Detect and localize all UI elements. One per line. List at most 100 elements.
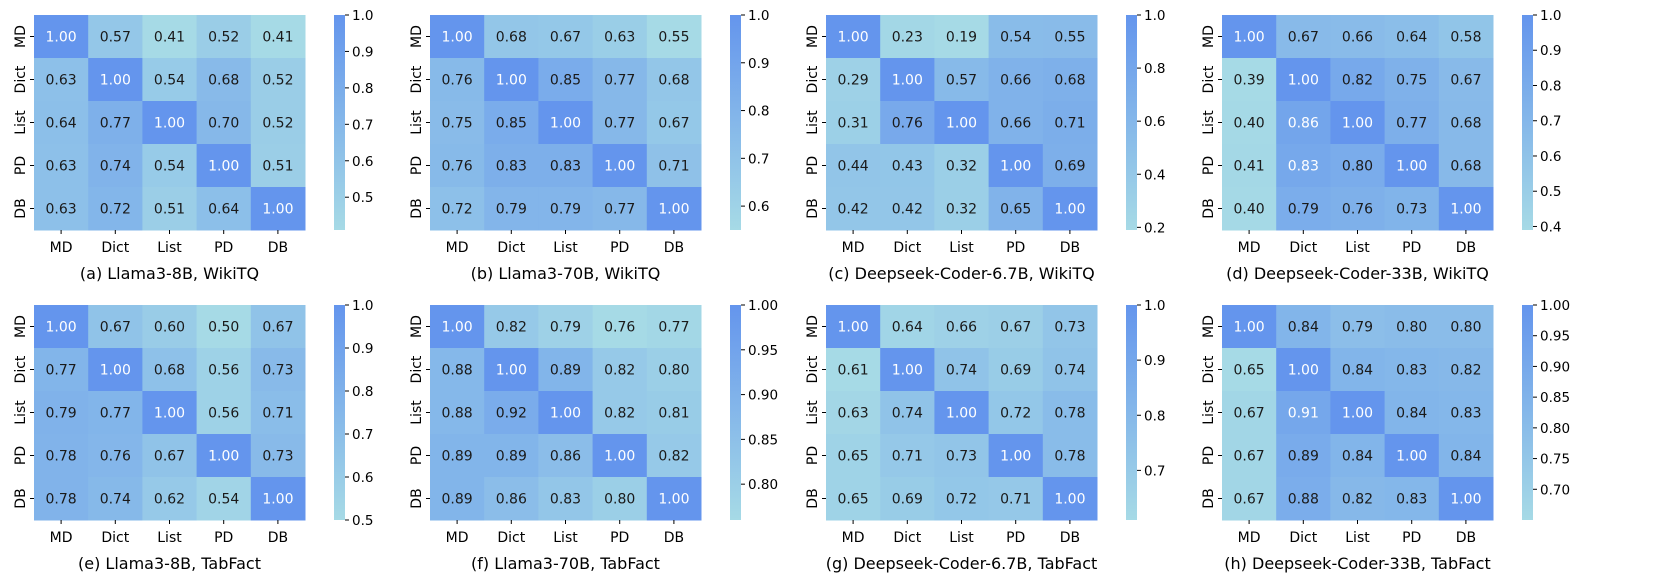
heatmap-cell	[88, 348, 143, 392]
cell-value-label: 0.68	[1450, 159, 1481, 175]
heatmap-cell	[592, 58, 648, 102]
heatmap-cell	[250, 477, 306, 521]
cell-value-label: 0.83	[1396, 363, 1427, 379]
cell-value-label: 1.00	[1396, 449, 1427, 465]
heatmap-cell	[196, 434, 252, 478]
cell-value-label: 0.68	[1450, 116, 1481, 132]
heatmap-cell	[142, 144, 198, 188]
colorbar-tick-label: 0.6	[1540, 149, 1561, 165]
heatmap-cell	[646, 391, 702, 435]
heatmap-cell	[196, 58, 252, 102]
heatmap-cell	[1276, 434, 1331, 478]
cell-value-label: 0.40	[1234, 116, 1265, 132]
heatmap-cell	[1276, 477, 1331, 521]
cell-value-label: 0.72	[442, 202, 473, 218]
heatmap-cell	[646, 187, 702, 231]
y-tick-label: PD	[409, 446, 425, 465]
cell-value-label: 0.82	[604, 406, 635, 422]
cell-value-label: 1.00	[1234, 320, 1265, 336]
heatmap-cell	[1042, 477, 1098, 521]
cell-value-label: 0.65	[838, 492, 869, 508]
heatmap-cell	[1330, 348, 1386, 392]
cell-value-label: 1.00	[1342, 406, 1373, 422]
heatmap-cell	[826, 144, 881, 188]
heatmap-cell	[538, 434, 594, 478]
colorbar-tick-label: 1.0	[1540, 8, 1561, 24]
heatmap-panel: 1.00 0.84 0.79 0.80 0.80 0.65 1.00 0.84 0.83 0.82…	[1201, 298, 1570, 573]
cell-value-label: 0.72	[1000, 406, 1031, 422]
x-tick-label: Dict	[101, 240, 129, 256]
cell-value-label: 0.74	[946, 363, 977, 379]
heatmap-cell	[196, 101, 252, 145]
cell-value-label: 0.78	[46, 449, 77, 465]
panel-caption: (a) Llama3-8B, WikiTQ	[80, 264, 259, 283]
colorbar-tick-label: 1.00	[748, 298, 778, 314]
heatmap-cell	[484, 101, 539, 145]
x-tick-label: MD	[446, 240, 469, 256]
colorbar-tick-label: 0.7	[352, 117, 373, 133]
heatmap-cell	[1222, 187, 1277, 231]
heatmap-cell	[88, 477, 143, 521]
colorbar-tick-label: 1.00	[1540, 298, 1570, 314]
heatmap-cell	[1276, 187, 1331, 231]
panel-caption: (c) Deepseek-Coder-6.7B, WikiTQ	[828, 264, 1094, 283]
x-tick-label: PD	[610, 530, 629, 546]
heatmap-cell	[88, 391, 143, 435]
cell-value-label: 0.84	[1450, 449, 1481, 465]
heatmap-cell	[484, 348, 539, 392]
cell-value-label: 0.83	[550, 492, 581, 508]
heatmap-cell	[250, 144, 306, 188]
cell-value-label: 0.74	[100, 492, 131, 508]
cell-value-label: 1.00	[100, 73, 131, 89]
heatmap-cell	[880, 477, 935, 521]
heatmap-cell	[34, 305, 89, 349]
cell-value-label: 0.50	[208, 320, 239, 336]
x-tick-label: MD	[50, 530, 73, 546]
heatmap-cell	[1384, 477, 1440, 521]
heatmap-cell	[826, 477, 881, 521]
colorbar-tick-label: 0.5	[352, 513, 373, 529]
colorbar-tick-label: 0.4	[1144, 167, 1165, 183]
heatmap-cell	[880, 15, 935, 59]
heatmap-cell	[196, 391, 252, 435]
cell-value-label: 0.54	[154, 159, 185, 175]
cell-value-label: 1.00	[262, 492, 293, 508]
heatmap-cell	[1438, 348, 1494, 392]
heatmap-cell	[88, 434, 143, 478]
cell-value-label: 0.71	[1000, 492, 1031, 508]
heatmap-cell	[34, 187, 89, 231]
cell-value-label: 0.68	[154, 363, 185, 379]
cell-value-label: 0.67	[262, 320, 293, 336]
cell-value-label: 1.00	[604, 449, 635, 465]
y-tick-label: Dict	[13, 65, 29, 93]
cell-value-label: 0.79	[550, 320, 581, 336]
cell-value-label: 0.39	[1234, 73, 1265, 89]
cell-value-label: 1.00	[46, 30, 77, 46]
colorbar-tick-label: 0.8	[1540, 78, 1561, 94]
heatmap-cell	[430, 391, 485, 435]
cell-value-label: 1.00	[1450, 492, 1481, 508]
y-tick-label: List	[409, 110, 425, 135]
colorbar-tick-label: 0.85	[748, 432, 778, 448]
cell-value-label: 0.86	[1288, 116, 1319, 132]
heatmap-cell	[250, 15, 306, 59]
y-tick-label: MD	[1201, 25, 1217, 48]
cell-value-label: 0.69	[1054, 159, 1085, 175]
cell-value-label: 0.75	[1396, 73, 1427, 89]
heatmap-cell	[1384, 101, 1440, 145]
x-tick-label: DB	[1060, 530, 1080, 546]
heatmap-cell	[934, 477, 990, 521]
heatmap-cell	[1330, 58, 1386, 102]
cell-value-label: 0.77	[604, 73, 635, 89]
cell-value-label: 0.67	[100, 320, 131, 336]
heatmap-cell	[592, 305, 648, 349]
cell-value-label: 0.23	[892, 30, 923, 46]
heatmap-cell	[1384, 391, 1440, 435]
heatmap-cell	[484, 58, 539, 102]
heatmap-cell	[142, 187, 198, 231]
heatmap-cell	[1438, 434, 1494, 478]
cell-value-label: 0.64	[46, 116, 77, 132]
heatmap-cell	[934, 15, 990, 59]
cell-value-label: 0.84	[1342, 449, 1373, 465]
heatmap-cell	[1384, 58, 1440, 102]
